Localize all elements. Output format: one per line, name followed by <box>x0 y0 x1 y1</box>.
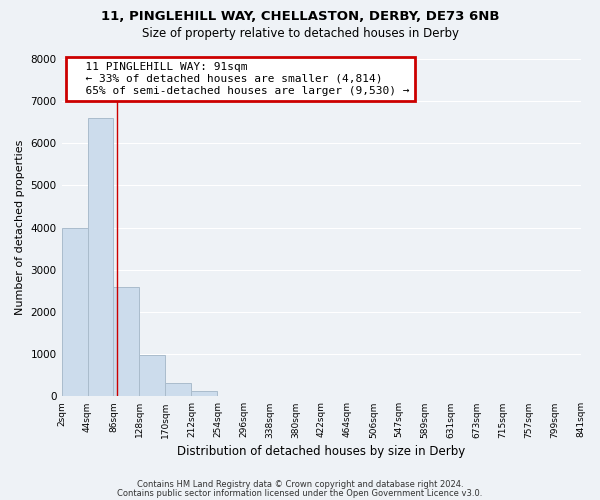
Bar <box>166 383 191 396</box>
X-axis label: Distribution of detached houses by size in Derby: Distribution of detached houses by size … <box>177 444 465 458</box>
Text: 11, PINGLEHILL WAY, CHELLASTON, DERBY, DE73 6NB: 11, PINGLEHILL WAY, CHELLASTON, DERBY, D… <box>101 10 499 23</box>
Bar <box>139 355 166 397</box>
Bar <box>62 228 88 396</box>
Text: Contains HM Land Registry data © Crown copyright and database right 2024.: Contains HM Land Registry data © Crown c… <box>137 480 463 489</box>
Text: 11 PINGLEHILL WAY: 91sqm
  ← 33% of detached houses are smaller (4,814)
  65% of: 11 PINGLEHILL WAY: 91sqm ← 33% of detach… <box>72 62 409 96</box>
Bar <box>88 118 113 396</box>
Y-axis label: Number of detached properties: Number of detached properties <box>15 140 25 316</box>
Text: Size of property relative to detached houses in Derby: Size of property relative to detached ho… <box>142 28 458 40</box>
Text: Contains public sector information licensed under the Open Government Licence v3: Contains public sector information licen… <box>118 489 482 498</box>
Bar <box>113 286 139 397</box>
Bar <box>191 391 217 396</box>
